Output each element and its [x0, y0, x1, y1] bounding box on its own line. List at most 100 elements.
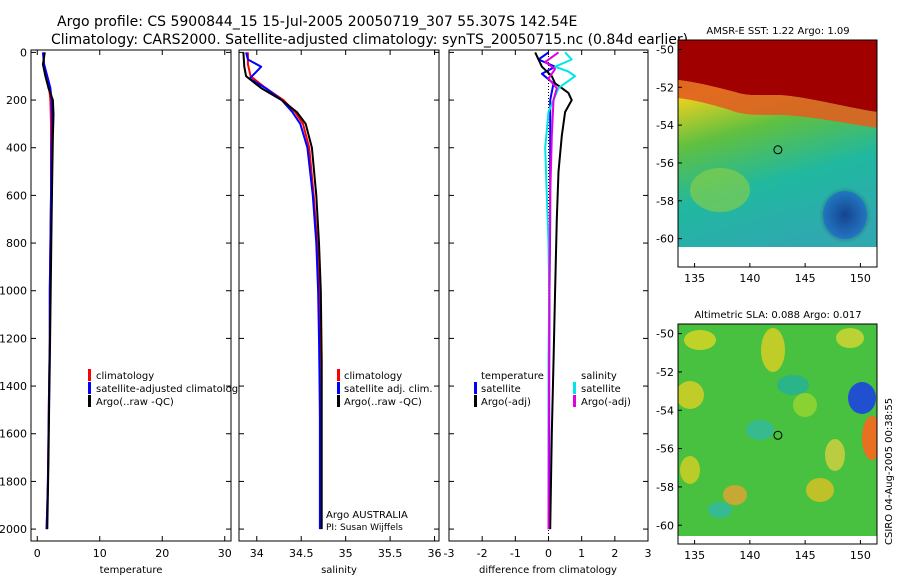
- y-tick-label: 1400: [0, 380, 27, 393]
- sla-ticks: 135 140 145 150 -50 -52 -54 -56 -58 -60: [656, 328, 871, 562]
- map-y-tick-label: -56: [656, 157, 674, 170]
- sst-argo-marker: [773, 145, 783, 155]
- sst-ticks: 135 140 145 150 -50 -52 -54 -56 -58 -60: [656, 43, 871, 285]
- map-x-tick-label: 135: [684, 549, 705, 562]
- legend-label-temp-satellite: satellite: [481, 384, 521, 395]
- legend-swatch-climatology: [88, 369, 91, 381]
- map-y-tick-label: -58: [656, 481, 674, 494]
- map-y-tick-label: -58: [656, 195, 674, 208]
- x-tick-label: -3: [444, 547, 455, 560]
- salinity-frame: [238, 49, 440, 542]
- sst-warm-region: [678, 40, 877, 112]
- x-tick-label: 3: [645, 547, 652, 560]
- x-tick-label: 20: [155, 547, 169, 560]
- legend-swatch-sal-satellite: [573, 382, 576, 394]
- sst-map-title: AMSR-E SST: 1.22 Argo: 1.09: [706, 26, 849, 37]
- figure-title-line2: Climatology: CARS2000. Satellite-adjuste…: [51, 32, 688, 48]
- difference-ticks: -3 -2 -1 0 1 2 3: [444, 50, 652, 560]
- annotation-line2: PI: Susan Wijffels: [326, 523, 403, 533]
- x-tick-label: 34: [250, 547, 264, 560]
- series-line-argo-raw-qc: [41, 52, 55, 530]
- sla-high-anomaly: [862, 416, 877, 460]
- temperature-frame: [30, 49, 232, 542]
- sst-green-patch: [690, 168, 750, 212]
- x-tick-label: 35: [339, 547, 353, 560]
- map-x-tick-label: 150: [850, 549, 871, 562]
- map-x-tick-label: 145: [795, 549, 816, 562]
- x-tick-label: 1: [578, 547, 585, 560]
- legend-label-sal-argo: Argo(-adj): [581, 397, 631, 408]
- legend-label-climatology: climatology: [96, 371, 154, 382]
- x-tick-label: 10: [93, 547, 107, 560]
- legend-label-sal-satellite: satellite: [581, 384, 621, 395]
- legend-label-argo: Argo(..raw -QC): [344, 397, 422, 408]
- annotation-line1: Argo AUSTRALIA: [326, 510, 408, 521]
- sla-argo-marker: [773, 430, 783, 440]
- map-y-tick-label: -52: [656, 81, 674, 94]
- map-x-tick-label: 150: [850, 272, 871, 285]
- sla-frame: [677, 323, 878, 545]
- x-tick-label: 0: [545, 547, 552, 560]
- x-tick-label: 0: [34, 547, 41, 560]
- y-tick-label: 600: [6, 189, 27, 202]
- salinity-legend: climatology satellite adj. clim. Argo(..…: [337, 369, 433, 408]
- legend-swatch-argo: [337, 395, 340, 407]
- legend-swatch-climatology: [337, 369, 340, 381]
- legend-label-satellite: satellite-adjusted climatology: [96, 384, 244, 395]
- y-tick-label: 1800: [0, 475, 27, 488]
- legend-swatch-satellite: [88, 382, 91, 394]
- figure-title-line1: Argo profile: CS 5900844_15 15-Jul-2005 …: [57, 14, 577, 30]
- legend-label-satellite: satellite adj. clim.: [344, 384, 433, 395]
- difference-xlabel: difference from climatology: [479, 565, 617, 576]
- x-tick-label: -2: [477, 547, 488, 560]
- map-y-tick-label: -60: [656, 233, 674, 246]
- x-tick-label: -1: [510, 547, 521, 560]
- temperature-panel: 0 10 20 30 0 200 400 600 800 1000 1200 1400 1600 1800…: [0, 46, 244, 576]
- y-tick-label: 400: [6, 142, 27, 155]
- side-timestamp: CSIRO 04-Aug-2005 00:38:55: [884, 398, 895, 545]
- map-y-tick-label: -50: [656, 328, 674, 341]
- y-tick-label: 200: [6, 94, 27, 107]
- sst-front: [678, 80, 877, 128]
- map-x-tick-label: 135: [684, 272, 705, 285]
- difference-lines: [534, 50, 576, 541]
- map-x-tick-label: 140: [739, 272, 760, 285]
- sla-map-title: Altimetric SLA: 0.088 Argo: 0.017: [694, 310, 861, 321]
- series-line-argo-raw-qc: [242, 52, 323, 530]
- legend-label-temp-argo: Argo(-adj): [481, 397, 531, 408]
- map-x-tick-label: 140: [739, 549, 760, 562]
- x-tick-label: 35.5: [378, 547, 403, 560]
- x-tick-label: 36: [428, 547, 442, 560]
- x-tick-label: 2: [611, 547, 618, 560]
- legend-swatch-argo: [88, 395, 91, 407]
- temperature-ticks: 0 10 20 30 0 200 400 600 800 1000 1200 1400 1600 1800…: [0, 46, 232, 560]
- sst-heatmap: [678, 40, 877, 267]
- legend-swatch-temp-satellite: [474, 382, 477, 394]
- legend-label-salinity: salinity: [581, 371, 617, 382]
- sla-map-panel: Altimetric SLA: 0.088 Argo: 0.017: [656, 310, 878, 562]
- sst-cold-core: [823, 191, 867, 239]
- y-tick-label: 2000: [0, 523, 27, 536]
- salinity-panel: 34 34.5 35 35.5 36 salinity climatology sate…: [238, 49, 442, 576]
- legend-label-climatology: climatology: [344, 371, 402, 382]
- salinity-ticks: 34 34.5 35 35.5 36: [239, 50, 442, 560]
- legend-swatch-satellite: [337, 382, 340, 394]
- difference-panel: -3 -2 -1 0 1 2 3 difference from climatology t…: [444, 49, 652, 576]
- x-tick-label: 34.5: [289, 547, 314, 560]
- series-line-satellite-adj-clim: [245, 52, 321, 530]
- legend-label-temperature: temperature: [481, 371, 544, 382]
- sst-map-panel: AMSR-E SST: 1.22 Argo: 1.09 135 140 145 150…: [656, 26, 878, 285]
- salinity-xlabel: salinity: [321, 565, 357, 576]
- legend-label-argo: Argo(..raw -QC): [96, 397, 174, 408]
- legend-swatch-sal-argo: [573, 395, 576, 407]
- y-tick-label: 800: [6, 237, 27, 250]
- y-tick-label: 1000: [0, 285, 27, 298]
- x-tick-label: 30: [218, 547, 232, 560]
- y-tick-label: 1600: [0, 428, 27, 441]
- sla-heatmap: [678, 324, 877, 536]
- sla-anomalies: [678, 328, 864, 518]
- sst-land-mask: [678, 247, 877, 267]
- map-x-tick-label: 145: [795, 272, 816, 285]
- series-line-salinity-argo-adj: [544, 51, 560, 530]
